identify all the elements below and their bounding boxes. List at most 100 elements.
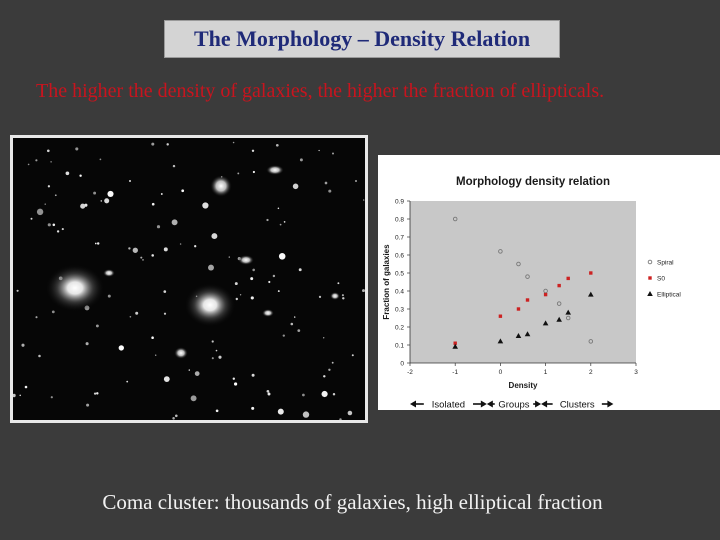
faint-galaxy: [208, 264, 214, 271]
faint-galaxy: [118, 345, 124, 351]
s0-point: [525, 298, 530, 302]
faint-galaxy: [302, 411, 310, 418]
slide-title: The Morphology – Density Relation: [193, 26, 531, 51]
faint-galaxy: [95, 324, 99, 328]
s0-point: [498, 314, 503, 318]
faint-galaxy: [318, 295, 322, 299]
faint-galaxy: [129, 180, 131, 182]
legend-marker-s0: [648, 276, 652, 280]
faint-galaxy: [99, 158, 102, 161]
y-tick-label: 0: [400, 361, 404, 368]
spiral-point: [525, 274, 530, 279]
regime-label: Clusters: [560, 400, 595, 411]
faint-galaxy: [96, 392, 99, 395]
faint-galaxy: [211, 357, 214, 360]
faint-galaxy: [266, 218, 269, 222]
faint-galaxy: [297, 329, 301, 332]
faint-galaxy: [328, 189, 332, 193]
faint-galaxy: [211, 233, 218, 240]
faint-galaxy: [298, 268, 302, 272]
bright-star: [210, 175, 232, 197]
faint-galaxy: [107, 294, 111, 298]
plot-area: [410, 201, 636, 363]
faint-galaxy: [323, 375, 326, 378]
slide-subtitle: The higher the density of galaxies, the …: [36, 80, 605, 102]
faint-galaxy: [16, 289, 19, 292]
legend-label: S0: [657, 276, 665, 283]
faint-galaxy: [282, 334, 285, 337]
faint-galaxy: [163, 290, 167, 293]
s0-point: [543, 292, 548, 297]
y-tick-label: 0.4: [395, 289, 404, 296]
faint-galaxy: [151, 336, 154, 339]
arrow-head: [607, 400, 614, 408]
faint-galaxy: [362, 199, 365, 201]
elliptical-point: [565, 309, 571, 315]
faint-galaxy: [272, 274, 276, 278]
faint-galaxy: [172, 417, 175, 420]
coma-cluster-photo: [10, 135, 368, 423]
faint-galaxy: [294, 316, 296, 318]
faint-galaxy: [234, 282, 238, 286]
faint-galaxy: [50, 161, 52, 163]
y-axis: 0 0.1 0.2 0.3 0.4 0.5 0.6 0.7 0.8 0.9: [395, 199, 411, 368]
faint-galaxy: [163, 247, 168, 252]
faint-galaxy: [215, 409, 219, 413]
legend: Spiral S0 Elliptical: [647, 260, 681, 299]
faint-galaxy: [163, 376, 170, 382]
faint-galaxy: [239, 294, 242, 296]
faint-galaxy: [179, 243, 182, 245]
x-tick-label: -2: [407, 369, 413, 376]
faint-galaxy: [30, 217, 33, 220]
spiral-point: [543, 288, 548, 294]
faint-galaxy: [351, 354, 354, 357]
faint-galaxy: [215, 349, 218, 352]
faint-galaxy: [65, 171, 70, 176]
faint-galaxy: [228, 256, 230, 258]
faint-galaxy: [292, 183, 299, 190]
faint-galaxy: [234, 382, 238, 386]
y-tick-label: 0.5: [395, 271, 404, 278]
spiral-point: [452, 216, 458, 222]
legend-marker-spiral: [647, 259, 653, 265]
faint-galaxy: [155, 354, 157, 356]
y-tick-label: 0.1: [395, 343, 404, 350]
faint-galaxy: [50, 396, 53, 399]
faint-galaxy: [132, 247, 138, 253]
faint-galaxy: [250, 277, 254, 281]
faint-galaxy: [279, 223, 282, 226]
faint-galaxy: [160, 193, 163, 195]
faint-galaxy: [54, 194, 57, 197]
galaxy-small: [262, 309, 274, 317]
faint-galaxy: [151, 254, 154, 257]
morphology-density-chart: Morphology density relation 0 0.1 0.2 0.3 0.…: [382, 176, 681, 411]
faint-galaxy: [252, 268, 255, 272]
faint-galaxy: [251, 149, 255, 153]
legend-label: Spiral: [657, 260, 674, 267]
spiral-point: [588, 339, 594, 344]
faint-galaxy: [47, 185, 51, 188]
faint-galaxy: [35, 316, 38, 319]
faint-galaxy: [47, 223, 51, 227]
faint-galaxy: [188, 369, 190, 371]
faint-galaxy: [163, 312, 167, 315]
spiral-point: [565, 315, 571, 321]
y-tick-label: 0.7: [395, 235, 404, 242]
faint-galaxy: [35, 159, 38, 162]
slide-title-box: The Morphology – Density Relation: [164, 20, 560, 58]
chart-title: Morphology density relation: [456, 176, 610, 188]
faint-galaxy: [52, 223, 56, 227]
faint-galaxy: [51, 310, 55, 314]
faint-galaxy: [46, 149, 50, 153]
faint-galaxy: [341, 294, 344, 297]
x-tick-label: 0: [499, 369, 503, 376]
spiral-point: [498, 249, 503, 254]
faint-galaxy: [268, 280, 271, 284]
faint-galaxy: [237, 172, 240, 175]
s0-point: [516, 307, 521, 311]
faint-galaxy: [104, 198, 110, 204]
arrow-head: [480, 400, 487, 408]
y-tick-label: 0.9: [395, 199, 404, 206]
s0-point: [589, 271, 593, 275]
faint-galaxy: [79, 174, 82, 177]
